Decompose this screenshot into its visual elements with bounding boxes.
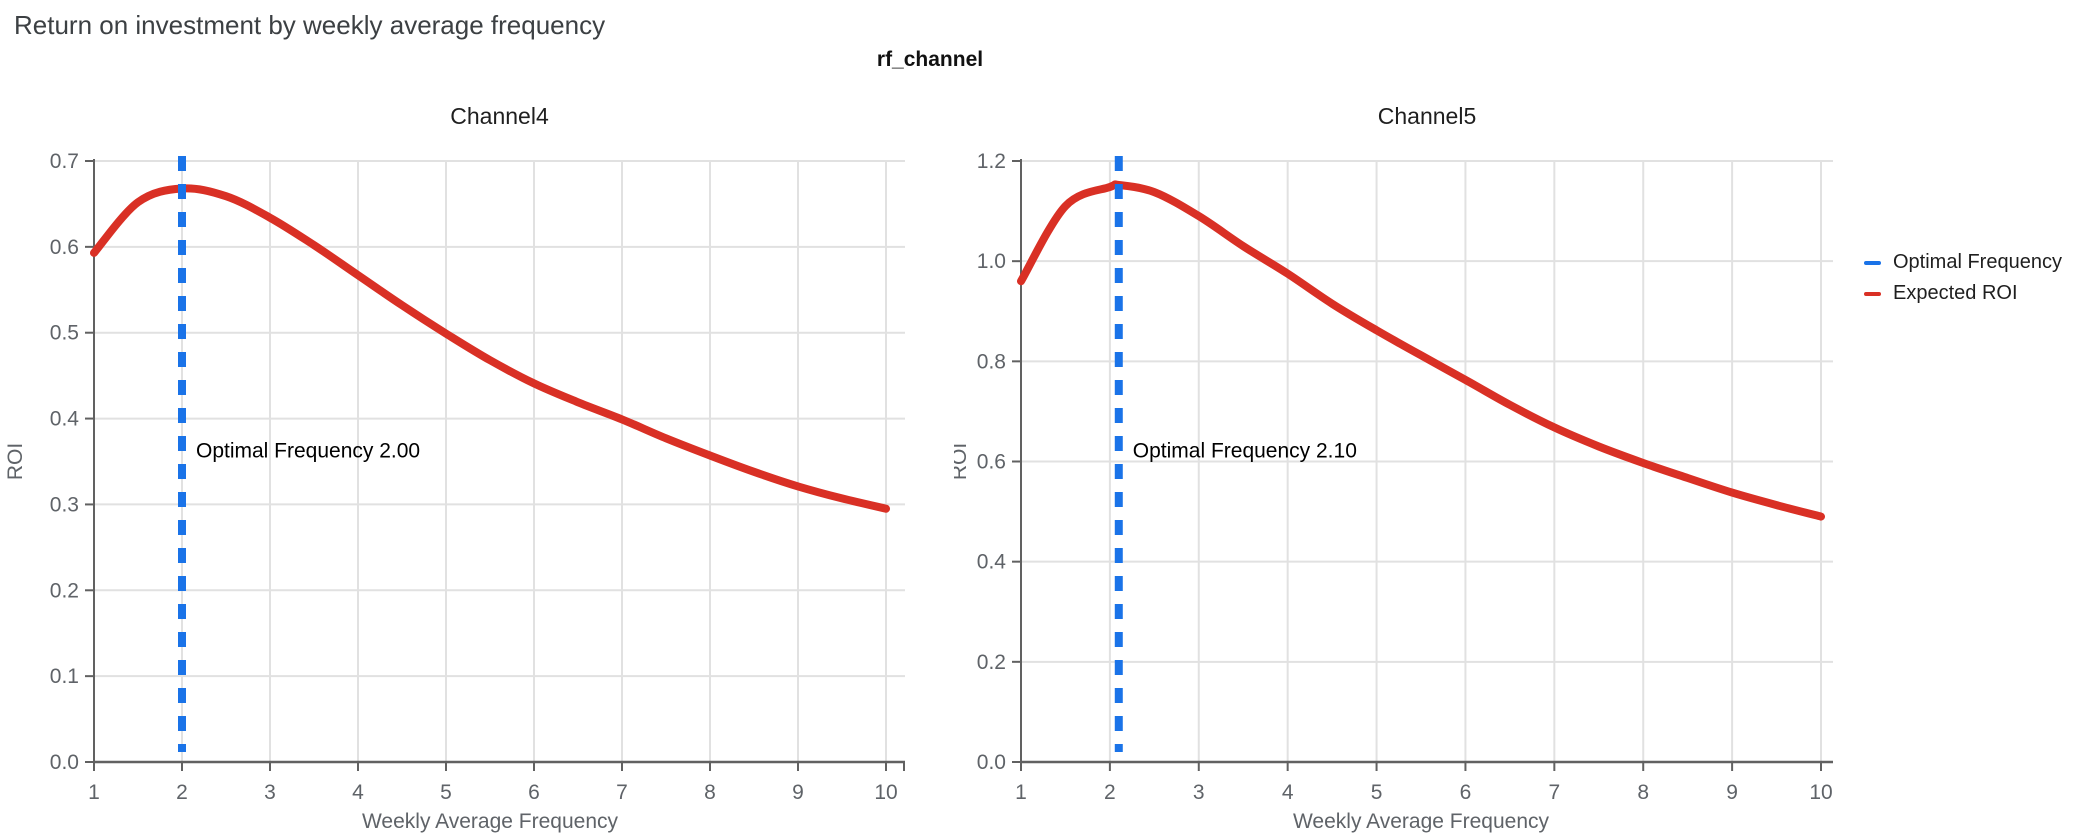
y-tick-label: 0.5 <box>50 322 79 345</box>
legend-item-optimal-frequency[interactable]: Optimal Frequency <box>1864 249 2062 276</box>
expected-roi-curve <box>90 184 890 513</box>
page-title: Return on investment by weekly average f… <box>14 10 606 40</box>
chart-channel4[interactable]: 0.0 0.1 0.2 0.3 0.4 0.5 0.6 0.7 1 2 3 4 5 6 7 8 9 10 Weekl… <box>0 94 950 839</box>
x-axis-title: Weekly Average Frequency <box>362 810 619 833</box>
x-tick-label: 2 <box>1104 781 1116 804</box>
subtitle-row: rf_channel <box>0 48 1860 72</box>
y-tick-label: 1.0 <box>977 250 1006 273</box>
x-tick-label: 3 <box>1193 781 1205 804</box>
y-tick-label: 0.0 <box>50 751 79 774</box>
y-tick-label: 0.7 <box>50 150 79 173</box>
chart-title: Channel5 <box>1378 103 1476 129</box>
optimal-frequency-annotation: Optimal Frequency 2.10 <box>1133 440 1357 463</box>
x-tick-label: 7 <box>1549 781 1561 804</box>
chart-channel5[interactable]: 0.0 0.2 0.4 0.6 0.8 1.0 1.2 1 2 3 4 5 6 7 8 9 10 Weekly A… <box>954 94 1866 839</box>
legend-item-expected-roi[interactable]: Expected ROI <box>1864 280 2062 307</box>
x-tick-label: 8 <box>704 781 716 804</box>
expected-roi-swatch <box>1864 291 1881 296</box>
x-tick-label: 2 <box>176 781 188 804</box>
x-tick-label: 1 <box>1016 781 1028 804</box>
y-tick-label: 0.8 <box>977 351 1006 374</box>
y-tick-label: 0.0 <box>977 751 1006 774</box>
x-tick-label: 1 <box>88 781 100 804</box>
x-axis-title: Weekly Average Frequency <box>1293 810 1550 833</box>
charts-row: 0.0 0.1 0.2 0.3 0.4 0.5 0.6 0.7 1 2 3 4 5 6 7 8 9 10 Weekl… <box>0 94 2074 839</box>
x-tick-label: 10 <box>874 781 897 804</box>
y-tick-label: 0.2 <box>977 651 1006 674</box>
y-tick-label: 0.1 <box>50 665 79 688</box>
y-axis-title: ROI <box>954 443 971 480</box>
expected-roi-curve <box>1017 180 1826 521</box>
y-tick-label: 1.2 <box>977 150 1006 173</box>
y-axis-title: ROI <box>4 443 27 480</box>
optimal-frequency-annotation: Optimal Frequency 2.00 <box>196 440 420 463</box>
y-tick-label: 0.2 <box>50 579 79 602</box>
y-tick-label: 0.4 <box>50 408 80 431</box>
y-tick-label: 0.3 <box>50 494 79 517</box>
x-tick-label: 8 <box>1638 781 1650 804</box>
x-tick-label: 9 <box>792 781 804 804</box>
x-tick-label: 4 <box>1282 781 1294 804</box>
x-tick-label: 4 <box>352 781 364 804</box>
x-tick-label: 5 <box>440 781 452 804</box>
chart-group-title: rf_channel <box>876 48 984 72</box>
x-tick-label: 6 <box>528 781 540 804</box>
optimal-frequency-swatch <box>1864 260 1881 265</box>
chart-title: Channel4 <box>450 103 549 129</box>
x-tick-label: 3 <box>264 781 276 804</box>
x-tick-label: 6 <box>1460 781 1472 804</box>
legend-label: Expected ROI <box>1893 282 2018 305</box>
x-tick-label: 9 <box>1727 781 1739 804</box>
x-tick-label: 5 <box>1371 781 1383 804</box>
x-tick-label: 7 <box>616 781 628 804</box>
y-tick-label: 0.4 <box>977 551 1007 574</box>
legend: Optimal Frequency Expected ROI <box>1864 249 2062 311</box>
legend-label: Optimal Frequency <box>1893 251 2062 274</box>
x-tick-label: 10 <box>1810 781 1833 804</box>
y-tick-label: 0.6 <box>50 236 79 259</box>
y-tick-label: 0.6 <box>977 451 1006 474</box>
